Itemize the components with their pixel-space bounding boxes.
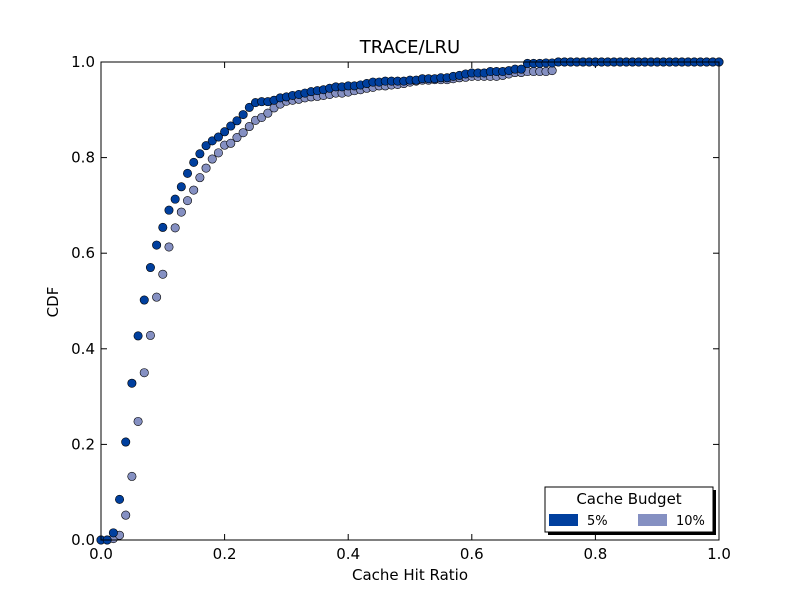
data-point-5pct (238, 110, 248, 120)
y-axis-label: CDF (44, 287, 62, 318)
data-point-5pct (152, 240, 162, 250)
data-point-5pct (213, 132, 223, 142)
y-tick-label: 1.0 (71, 53, 95, 71)
data-point-10pct (238, 128, 248, 138)
data-point-10pct (232, 133, 242, 143)
data-point-10pct (164, 242, 174, 252)
data-point-10pct (158, 269, 168, 279)
y-tick-label: 0.4 (71, 340, 95, 358)
axis-ticks: 0.0 0.2 0.4 0.6 0.8 1.0 0.0 0.2 0.4 0.6 0.8 1.0 (71, 53, 731, 563)
data-point-5pct (232, 116, 242, 126)
data-point-10pct (201, 163, 211, 173)
legend: Cache Budget 5% 10% (544, 486, 716, 535)
data-point-10pct (139, 368, 149, 378)
data-point-5pct (516, 64, 526, 74)
legend-swatch-10pct (638, 514, 667, 526)
chart-title: TRACE/LRU (359, 37, 461, 58)
data-point-5pct (121, 437, 131, 447)
y-tick-label: 0.0 (71, 531, 95, 549)
data-point-5pct (176, 182, 186, 192)
data-point-5pct (158, 222, 168, 232)
x-tick-label: 0.6 (460, 545, 484, 563)
legend-label-10pct: 10% (676, 514, 705, 529)
x-tick-label: 0.0 (89, 545, 113, 563)
x-tick-label: 1.0 (707, 545, 731, 563)
data-point-10pct (226, 138, 236, 148)
data-point-10pct (145, 330, 155, 340)
data-point-5pct (183, 168, 193, 178)
data-point-5pct (127, 378, 137, 388)
data-point-10pct (263, 108, 273, 118)
data-point-10pct (121, 510, 131, 520)
data-point-5pct (201, 141, 211, 151)
x-tick-label: 0.8 (583, 545, 607, 563)
data-point-5pct (133, 331, 143, 341)
data-point-10pct (133, 416, 143, 426)
y-tick-label: 0.6 (71, 244, 95, 262)
data-point-5pct (164, 205, 174, 215)
data-point-5pct (139, 295, 149, 305)
plot-area-frame (100, 61, 720, 541)
data-point-10pct (244, 122, 254, 132)
data-point-5pct (108, 528, 118, 538)
data-point-5pct (145, 263, 155, 273)
data-point-10pct (127, 471, 137, 481)
legend-swatch-5pct (549, 514, 578, 526)
data-point-10pct (170, 223, 180, 233)
data-point-5pct (220, 127, 230, 137)
data-point-10pct (152, 292, 162, 302)
y-tick-label: 0.8 (71, 149, 95, 167)
data-point-10pct (189, 185, 199, 195)
data-point-10pct (547, 66, 557, 76)
data-point-10pct (195, 173, 205, 183)
data-point-10pct (213, 148, 223, 158)
x-axis-label: Cache Hit Ratio (352, 566, 468, 584)
y-tick-label: 0.2 (71, 435, 95, 453)
data-point-5pct (189, 157, 199, 167)
data-point-10pct (176, 207, 186, 217)
data-point-10pct (207, 154, 217, 164)
data-point-5pct (115, 494, 125, 504)
data-point-5pct (226, 121, 236, 131)
x-tick-label: 0.2 (213, 545, 237, 563)
data-point-10pct (257, 112, 267, 122)
data-point-10pct (183, 196, 193, 206)
data-point-5pct (244, 102, 254, 112)
data-point-5pct (195, 149, 205, 159)
data-point-5pct (170, 194, 180, 204)
legend-label-5pct: 5% (587, 514, 608, 529)
x-tick-label: 0.4 (336, 545, 360, 563)
legend-title: Cache Budget (576, 490, 681, 508)
